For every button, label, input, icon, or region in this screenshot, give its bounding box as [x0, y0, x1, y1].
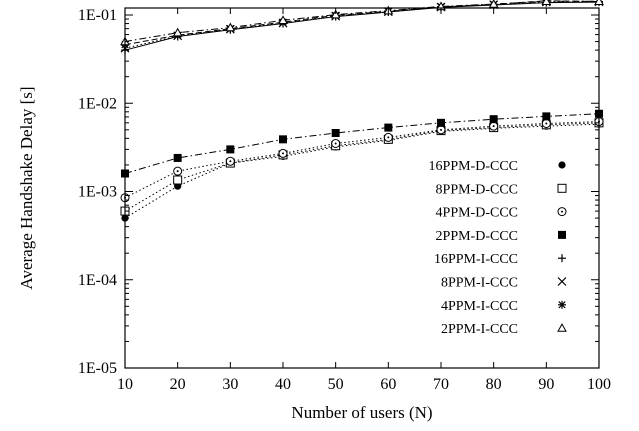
- x-tick-label: 80: [486, 376, 502, 393]
- data-point-2ppm-d-ccc: [384, 123, 393, 132]
- legend-marker: [558, 161, 566, 169]
- plot-markers: [120, 0, 604, 222]
- series-line-8ppm-d-ccc: [124, 122, 600, 212]
- plot-lines: [124, 0, 600, 219]
- legend-marker: [557, 323, 567, 332]
- data-point-4ppm-d-ccc: [225, 156, 235, 166]
- plot-frame: [124, 7, 600, 369]
- data-point-4ppm-d-ccc: [278, 148, 288, 158]
- x-tick-label: 10: [117, 376, 133, 393]
- tick-labels: 10 20 30 40 50 60 70 80 90 100 1E-05 1E-04 1E-03 1E-0…: [78, 7, 611, 393]
- axis-ticks: [124, 8, 600, 369]
- data-point-2ppm-d-ccc: [489, 115, 498, 124]
- legend-label: 2PPM-D-CCC: [436, 229, 518, 244]
- series-line-4ppm-i-ccc: [124, 0, 600, 46]
- legend-label: 2PPM-I-CCC: [441, 322, 518, 337]
- data-point-2ppm-d-ccc: [542, 112, 551, 121]
- data-point-2ppm-i-ccc: [278, 15, 288, 25]
- legend-label: 16PPM-D-CCC: [429, 159, 518, 174]
- y-tick-label: 1E-03: [78, 184, 117, 201]
- data-point-2ppm-i-ccc: [594, 0, 604, 5]
- legend-marker: [558, 254, 566, 263]
- data-point-2ppm-d-ccc: [437, 118, 445, 127]
- legend-marker: [558, 230, 566, 239]
- data-point-8ppm-d-ccc: [173, 175, 183, 185]
- data-point-4ppm-d-ccc: [383, 132, 393, 142]
- data-point-2ppm-i-ccc: [488, 0, 499, 8]
- legend-marker: [557, 183, 567, 193]
- data-point-4ppm-d-ccc: [331, 138, 341, 148]
- x-tick-label: 90: [538, 376, 554, 393]
- x-tick-label: 30: [222, 376, 238, 393]
- legend-marker: [557, 207, 567, 217]
- legend-label: 8PPM-D-CCC: [436, 182, 518, 197]
- data-point-4ppm-d-ccc: [173, 166, 183, 176]
- data-point-2ppm-i-ccc: [225, 22, 236, 32]
- data-point-2ppm-d-ccc: [279, 135, 287, 144]
- legend: 16PPM-D-CCC 8PPM-D-CCC 4PPM-D-CCC 2PPM-D-CC…: [429, 159, 567, 337]
- data-point-4ppm-d-ccc: [489, 121, 499, 131]
- x-tick-label: 70: [433, 376, 449, 393]
- y-tick-label: 1E-01: [78, 7, 117, 24]
- legend-marker: [557, 277, 567, 286]
- data-point-2ppm-i-ccc: [541, 0, 552, 5]
- x-tick-label: 20: [170, 376, 186, 393]
- y-tick-label: 1E-04: [78, 272, 117, 289]
- data-point-2ppm-i-ccc: [172, 27, 183, 37]
- data-point-4ppm-d-ccc: [541, 118, 551, 128]
- legend-label: 16PPM-I-CCC: [434, 252, 518, 267]
- data-point-4ppm-d-ccc: [436, 125, 446, 135]
- series-line-16ppm-d-ccc: [124, 123, 600, 219]
- data-point-2ppm-d-ccc: [226, 145, 235, 154]
- data-point-2ppm-i-ccc: [330, 9, 341, 19]
- series-line-16ppm-i-ccc: [124, 1, 600, 51]
- x-tick-label: 100: [587, 376, 611, 393]
- series-line-4ppm-d-ccc: [124, 121, 600, 199]
- x-axis-title: Number of users (N): [291, 403, 432, 422]
- data-point-2ppm-d-ccc: [331, 129, 340, 138]
- y-axis-title: Average Handshake Delay [s]: [17, 86, 36, 289]
- x-tick-label: 60: [380, 376, 396, 393]
- x-tick-label: 50: [328, 376, 344, 393]
- legend-label: 4PPM-D-CCC: [436, 206, 518, 221]
- x-tick-label: 40: [275, 376, 291, 393]
- data-point-2ppm-d-ccc: [173, 153, 182, 162]
- legend-marker: [558, 300, 566, 309]
- legend-label: 4PPM-I-CCC: [441, 299, 518, 314]
- y-tick-label: 1E-05: [78, 360, 117, 377]
- series-line-8ppm-i-ccc: [124, 1, 600, 49]
- series-line-2ppm-i-ccc: [124, 0, 599, 43]
- legend-label: 8PPM-I-CCC: [441, 276, 518, 291]
- y-tick-label: 1E-02: [78, 95, 117, 112]
